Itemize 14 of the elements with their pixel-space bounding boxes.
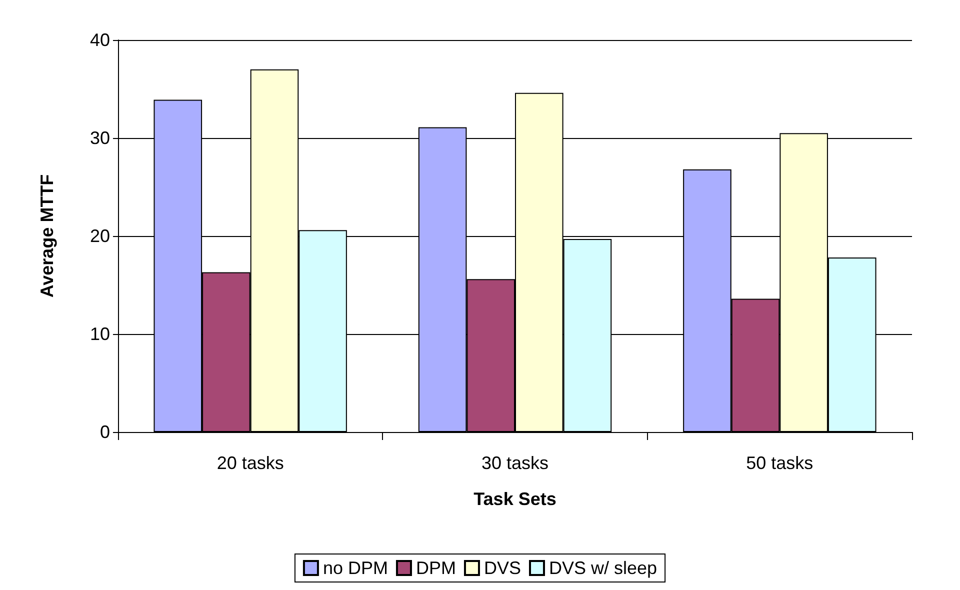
x-tick-label: 20 tasks bbox=[216, 453, 284, 473]
y-tick-label: 0 bbox=[100, 422, 110, 442]
y-tick-label: 10 bbox=[90, 324, 110, 344]
legend-label: DVS w/ sleep bbox=[548, 558, 658, 578]
y-tick-label: 20 bbox=[90, 226, 110, 246]
legend-label: DPM bbox=[416, 558, 456, 578]
x-axis-title: Task Sets bbox=[474, 489, 556, 509]
x-tick-label: 30 tasks bbox=[481, 453, 549, 473]
y-axis-title: Average MTTF bbox=[37, 174, 57, 298]
y-tick-label: 40 bbox=[90, 30, 110, 50]
x-tick-label: 50 tasks bbox=[746, 453, 814, 473]
legend-label: DVS bbox=[484, 558, 521, 578]
y-tick-label: 30 bbox=[90, 128, 110, 148]
legend-label: no DPM bbox=[322, 558, 388, 578]
